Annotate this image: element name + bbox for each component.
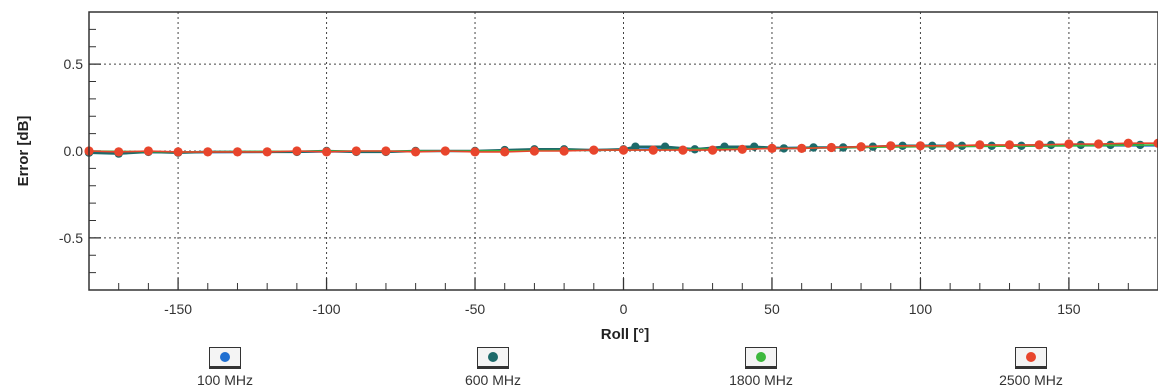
data-point (500, 147, 510, 157)
data-point (1153, 138, 1158, 148)
legend-swatch (745, 347, 777, 369)
data-point (767, 143, 777, 153)
data-point (143, 146, 153, 156)
data-point (737, 144, 747, 154)
y-tick-labels: 0.5 0.0 -0.5 (59, 56, 83, 246)
data-point (589, 145, 599, 155)
legend-item-2500mhz[interactable]: 2500 MHz (976, 347, 1086, 388)
data-point (381, 146, 391, 156)
data-point (173, 147, 183, 157)
data-point (945, 141, 955, 151)
data-point (440, 146, 450, 156)
legend-label: 600 MHz (464, 372, 522, 388)
data-point (470, 147, 480, 157)
data-point (114, 147, 124, 157)
legend-label: 100 MHz (196, 372, 254, 388)
data-point (708, 145, 718, 155)
data-point (631, 142, 640, 151)
data-point (1094, 139, 1104, 149)
data-point (1004, 140, 1015, 150)
data-point (351, 146, 361, 156)
data-point (648, 145, 658, 155)
x-tick-label: -50 (465, 301, 485, 317)
legend-item-100mhz[interactable]: 100 MHz (170, 347, 280, 388)
data-point (322, 147, 332, 157)
data-point (826, 142, 837, 153)
legend-item-600mhz[interactable]: 600 MHz (438, 347, 548, 388)
legend-item-1800mhz[interactable]: 1800 MHz (706, 347, 816, 388)
data-point (203, 147, 213, 157)
x-tick-label: -150 (164, 301, 192, 317)
series-2500-mhz (84, 138, 1158, 157)
series-layer (84, 138, 1158, 158)
data-point (797, 143, 807, 153)
x-tick-label: -100 (313, 301, 341, 317)
x-tick-label: 100 (909, 301, 933, 317)
data-point (1064, 139, 1074, 149)
y-axis-title: Error [dB] (15, 116, 32, 187)
data-point (915, 141, 926, 151)
y-tick-label: -0.5 (59, 230, 83, 246)
data-point (559, 146, 569, 156)
legend-marker-icon (220, 352, 230, 362)
grid-lines (89, 12, 1158, 290)
data-point (856, 142, 866, 152)
data-point (886, 141, 896, 151)
data-point (232, 147, 243, 157)
data-point (975, 140, 985, 150)
x-tick-labels: -150 -100 -50 0 50 100 150 (164, 301, 1081, 317)
legend-swatch (209, 347, 241, 369)
x-axis-title: Roll [°] (601, 326, 650, 343)
legend-label: 1800 MHz (729, 372, 793, 388)
x-tick-label: 150 (1057, 301, 1081, 317)
legend-swatch (477, 347, 509, 369)
legend-marker-icon (756, 352, 766, 362)
data-point (292, 146, 302, 156)
plot-frame (88, 11, 1158, 291)
legend-swatch (1015, 347, 1047, 369)
data-point (618, 145, 629, 155)
y-tick-label: 0.0 (64, 143, 84, 159)
y-tick-label: 0.5 (64, 56, 84, 72)
x-tick-label: 0 (620, 301, 628, 317)
legend-label: 2500 MHz (999, 372, 1063, 388)
data-point (411, 147, 421, 157)
data-point (1123, 138, 1133, 148)
x-tick-label: 50 (764, 301, 780, 317)
data-point (529, 146, 540, 156)
data-point (678, 145, 688, 155)
series-600-mhz (84, 140, 1145, 158)
legend-marker-icon (1026, 352, 1036, 362)
data-point (1034, 140, 1044, 150)
data-point (262, 147, 272, 157)
legend-marker-icon (488, 352, 498, 362)
